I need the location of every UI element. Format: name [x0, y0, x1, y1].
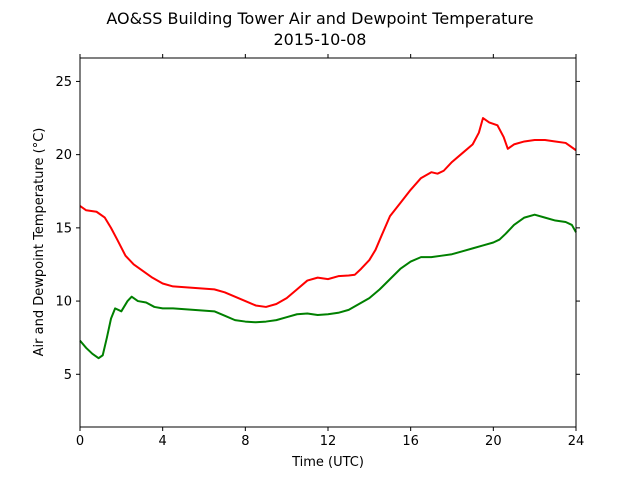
- x-tick-label: 4: [159, 434, 167, 449]
- x-tick-label: 0: [76, 434, 84, 449]
- y-tick-label: 10: [55, 295, 72, 310]
- x-axis-label: Time (UTC): [291, 455, 364, 470]
- x-tick-label: 20: [485, 434, 502, 449]
- series-layer: [79, 117, 577, 360]
- x-tick-label: 16: [402, 434, 419, 449]
- y-tick-label: 20: [55, 148, 72, 163]
- x-tick-label: 8: [241, 434, 249, 449]
- y-tick-label: 25: [55, 75, 72, 90]
- ticks-layer: 0 4 8 12 16 20 24 5 10 15 20 25: [55, 54, 584, 449]
- y-tick-label: 5: [64, 368, 72, 383]
- chart-subtitle: 2015-10-08: [274, 30, 367, 49]
- y-tick-label: 15: [55, 221, 72, 236]
- chart-title: AO&SS Building Tower Air and Dewpoint Te…: [106, 9, 533, 28]
- plot-frame: [79, 57, 577, 428]
- x-tick-label: 24: [568, 434, 585, 449]
- x-tick-label: 12: [320, 434, 337, 449]
- series-line-2: [79, 213, 577, 360]
- y-axis-label: Air and Dewpoint Temperature (°C): [32, 128, 47, 357]
- series-line-1: [79, 117, 577, 308]
